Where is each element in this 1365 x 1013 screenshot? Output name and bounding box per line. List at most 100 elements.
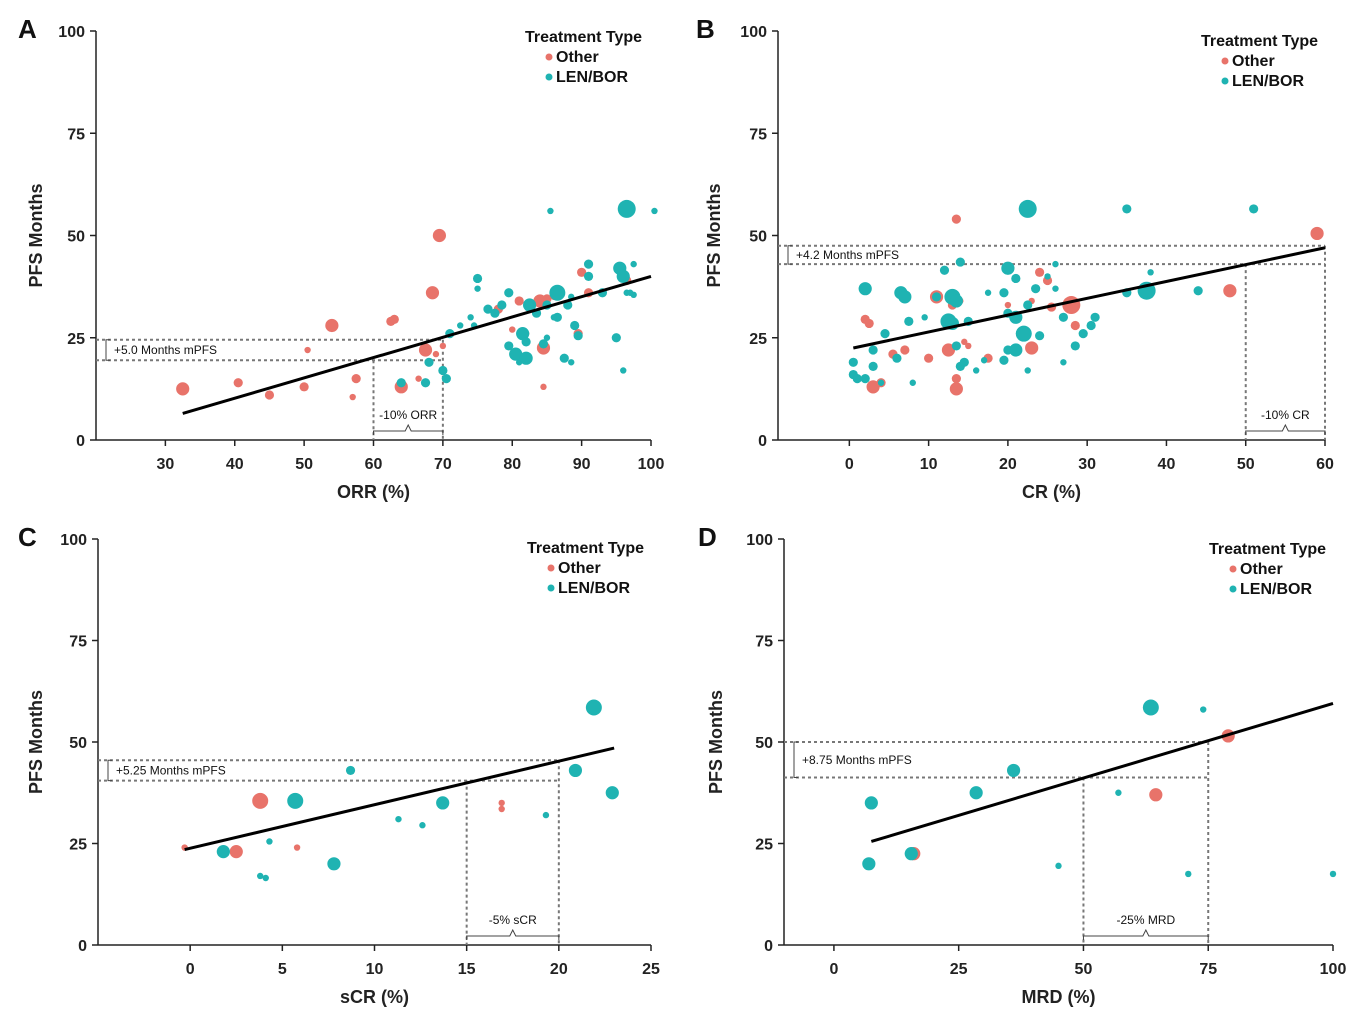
y-tick-label: 50 <box>67 229 85 246</box>
legend-label: Other <box>1240 561 1283 578</box>
data-point-lenbor <box>419 822 426 829</box>
data-point-lenbor <box>877 379 885 386</box>
x-tick-label: 60 <box>1316 456 1334 473</box>
legend-label: Other <box>1232 53 1275 70</box>
data-point-lenbor <box>949 294 963 308</box>
data-point-lenbor <box>1078 329 1088 339</box>
data-point-other <box>949 382 963 396</box>
panel-b: B 0 25 50 75 100 0 10 20 30 40 50 60 CR (%) PFS Months… <box>696 14 1334 502</box>
y-annotation-bracket <box>793 741 798 779</box>
data-point-lenbor <box>396 378 406 388</box>
x-axis-title: ORR (%) <box>337 482 410 502</box>
legend-marker <box>547 564 555 572</box>
y-tick-label: 75 <box>67 126 85 143</box>
y-tick-label: 50 <box>69 735 87 752</box>
y-tick-label: 0 <box>78 938 87 955</box>
data-point-lenbor <box>848 357 858 367</box>
x-tick-label: 0 <box>186 961 195 978</box>
data-point-other <box>1062 296 1081 315</box>
y-tick-label: 0 <box>76 433 85 450</box>
data-point-other <box>432 228 447 243</box>
legend-label: LEN/BOR <box>558 580 630 597</box>
panel-letter: C <box>18 522 37 552</box>
data-point-lenbor <box>538 339 549 349</box>
x-annotation-label: -25% MRD <box>1116 913 1175 927</box>
data-point-lenbor <box>1001 261 1015 275</box>
data-point-lenbor <box>931 292 942 302</box>
data-point-other <box>389 314 399 324</box>
x-tick-label: 60 <box>365 456 383 473</box>
data-point-lenbor <box>1060 359 1067 366</box>
data-point-lenbor <box>216 845 230 859</box>
data-point-lenbor <box>483 304 493 314</box>
data-point-lenbor <box>852 374 862 384</box>
data-point-other <box>951 214 961 224</box>
data-point-other <box>418 343 433 357</box>
legend-label: LEN/BOR <box>1240 581 1312 598</box>
data-point-lenbor <box>1018 199 1037 218</box>
y-annotation-label: +4.2 Months mPFS <box>796 248 899 262</box>
y-tick-label: 50 <box>749 229 767 246</box>
y-tick-label: 100 <box>58 24 85 41</box>
data-point-lenbor <box>457 322 464 329</box>
data-point-lenbor <box>266 838 273 845</box>
data-point-lenbor <box>585 699 602 716</box>
data-point-lenbor <box>436 796 450 810</box>
data-point-lenbor <box>864 796 878 810</box>
data-point-lenbor <box>441 374 451 384</box>
data-point-other <box>432 350 440 358</box>
x-axis-title: MRD (%) <box>1022 987 1096 1007</box>
data-point-lenbor <box>549 284 566 301</box>
y-tick-label: 25 <box>749 331 767 348</box>
data-point-lenbor <box>1329 870 1337 878</box>
legend-title: Treatment Type <box>527 540 644 557</box>
data-point-lenbor <box>1147 269 1154 276</box>
x-tick-label: 50 <box>1237 456 1255 473</box>
data-point-lenbor <box>490 308 500 318</box>
data-point-lenbor <box>262 874 269 882</box>
x-tick-label: 100 <box>638 456 665 473</box>
data-point-lenbor <box>868 345 878 355</box>
data-point-lenbor <box>969 786 983 800</box>
x-annotation-label: -5% sCR <box>489 913 537 927</box>
data-point-lenbor <box>570 320 580 331</box>
data-point-lenbor <box>880 329 890 339</box>
x-annotation-label: -10% ORR <box>379 408 437 422</box>
data-point-other <box>514 296 524 306</box>
data-point-other <box>176 382 190 396</box>
data-point-lenbor <box>583 259 594 269</box>
data-point-lenbor <box>1015 325 1032 342</box>
data-point-other <box>509 326 516 333</box>
data-point-other <box>498 799 505 807</box>
data-point-other <box>425 286 440 300</box>
data-point-lenbor <box>1055 862 1062 870</box>
legend-label: LEN/BOR <box>556 69 628 86</box>
legend-title: Treatment Type <box>525 29 642 46</box>
y-axis-title: PFS Months <box>26 184 46 288</box>
data-point-lenbor <box>1122 204 1132 214</box>
data-point-other <box>868 384 878 394</box>
y-tick-label: 0 <box>764 938 773 955</box>
x-tick-label: 25 <box>642 961 660 978</box>
data-point-other <box>900 345 910 355</box>
data-point-other <box>439 342 447 350</box>
data-point-other <box>264 390 275 400</box>
y-axis-title: PFS Months <box>26 690 46 794</box>
y-tick-label: 100 <box>60 532 87 549</box>
legend-title: Treatment Type <box>1209 541 1326 558</box>
data-point-other <box>1310 226 1324 241</box>
legend-title: Treatment Type <box>1201 33 1318 50</box>
data-point-lenbor <box>1249 204 1259 214</box>
y-tick-label: 25 <box>755 837 773 854</box>
data-point-lenbor <box>509 347 523 361</box>
data-point-lenbor <box>1058 312 1068 322</box>
data-point-other <box>349 393 356 401</box>
data-point-lenbor <box>862 857 876 871</box>
data-point-lenbor <box>519 351 533 365</box>
x-tick-label: 0 <box>829 961 838 978</box>
data-point-other <box>229 845 243 859</box>
data-point-lenbor <box>617 199 636 218</box>
data-point-lenbor <box>474 285 481 292</box>
data-point-lenbor <box>1070 341 1080 351</box>
